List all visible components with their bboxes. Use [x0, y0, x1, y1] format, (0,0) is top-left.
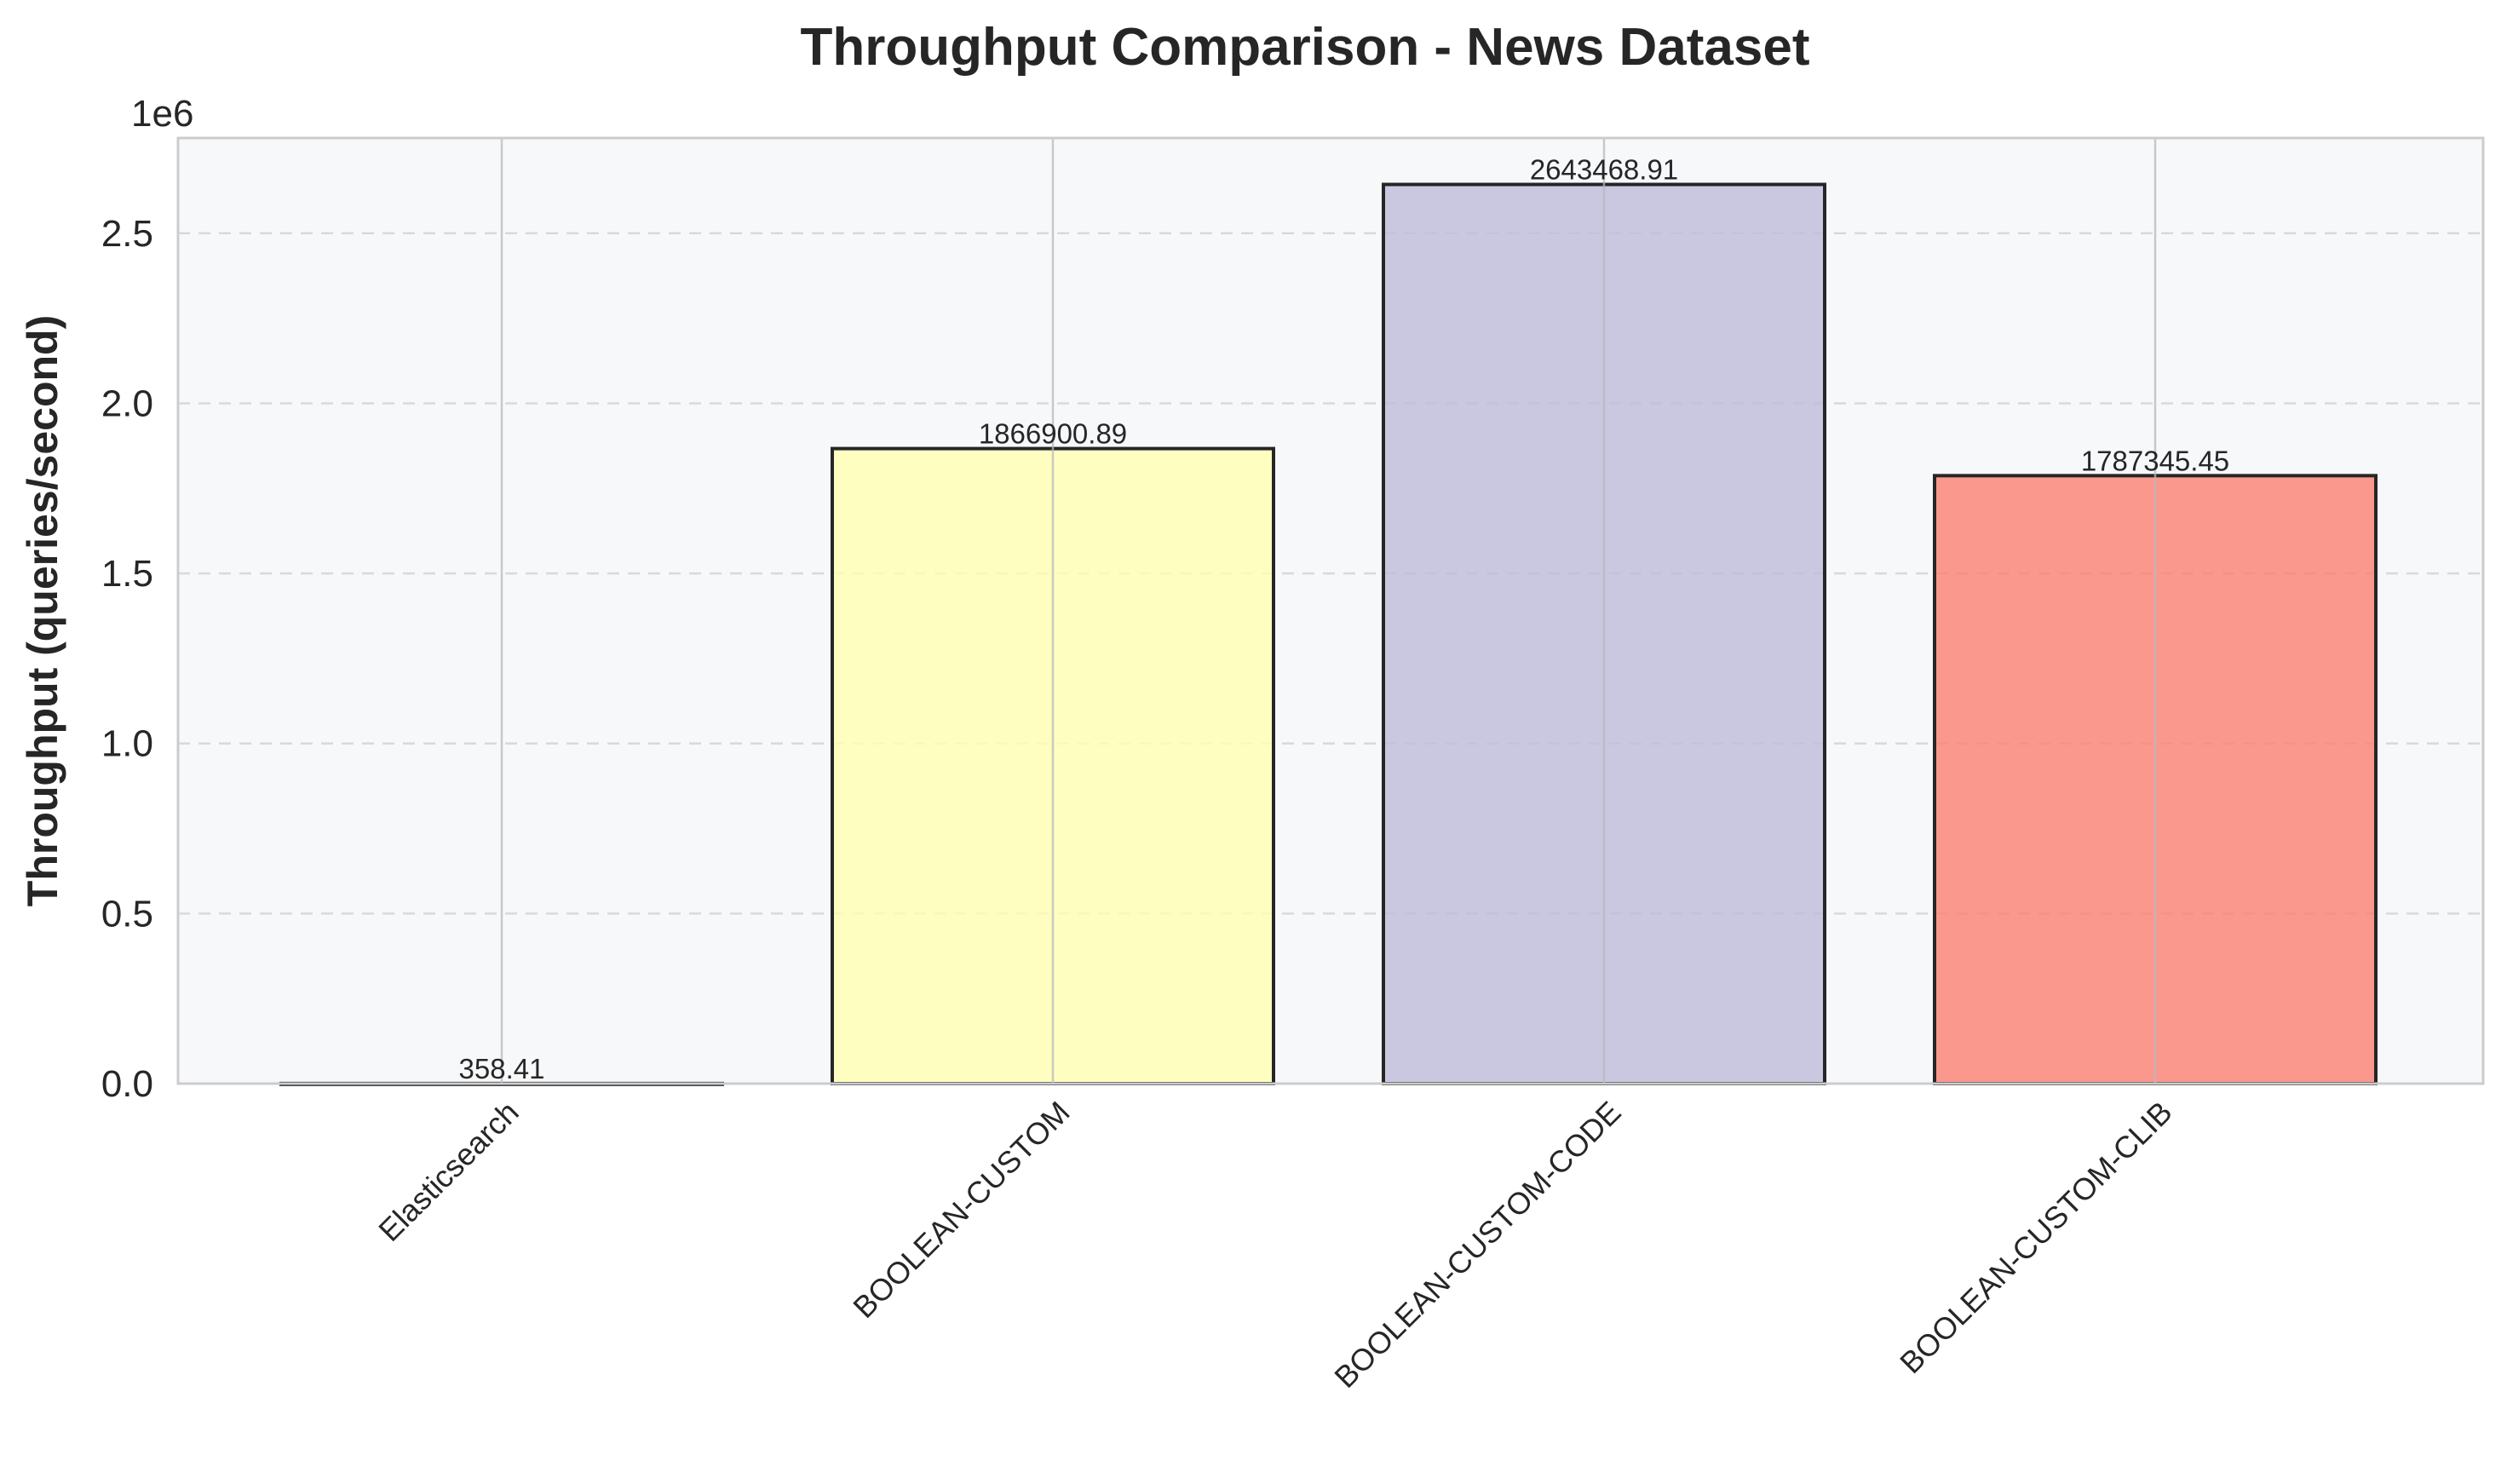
x-tick-label: BOOLEAN-CUSTOM-CLIB	[1893, 1095, 2178, 1380]
y-tick-label: 2.0	[101, 383, 153, 424]
y-tick-label: 0.5	[101, 893, 153, 935]
data-label: 358.41	[459, 1053, 545, 1084]
data-label: 2643468.91	[1530, 154, 1678, 186]
x-tick-label: BOOLEAN-CUSTOM-CODE	[1327, 1095, 1627, 1395]
x-tick-label: BOOLEAN-CUSTOM	[846, 1095, 1076, 1325]
data-label: 1866900.89	[979, 418, 1127, 450]
y-tick-label: 1.5	[101, 553, 153, 595]
plot-frame	[176, 136, 2485, 1085]
x-ticks-layer: Elasticsearch BOOLEAN-CUSTOM BOOLEAN-CUSTO…	[371, 1095, 2178, 1395]
chart-title: Throughput Comparison - News Dataset	[801, 18, 1810, 77]
y-axis-offset-label: 1e6	[131, 93, 193, 135]
x-tick-label: Elasticsearch	[371, 1095, 525, 1248]
data-label: 1787345.45	[2081, 445, 2229, 476]
y-tick-label: 0.0	[101, 1063, 153, 1105]
y-tick-label: 2.5	[101, 213, 153, 255]
data-labels-layer: 358.41 1866900.89 2643468.91 1787345.45	[459, 154, 2230, 1084]
y-tick-label: 1.0	[101, 723, 153, 765]
y-axis-label: Throughput (queries/second)	[19, 315, 66, 906]
grid-layer	[178, 232, 2483, 915]
vertical-grid-layer	[500, 138, 2157, 1084]
y-ticks-layer: 0.0 0.5 1.0 1.5 2.0 2.5	[101, 213, 153, 1105]
